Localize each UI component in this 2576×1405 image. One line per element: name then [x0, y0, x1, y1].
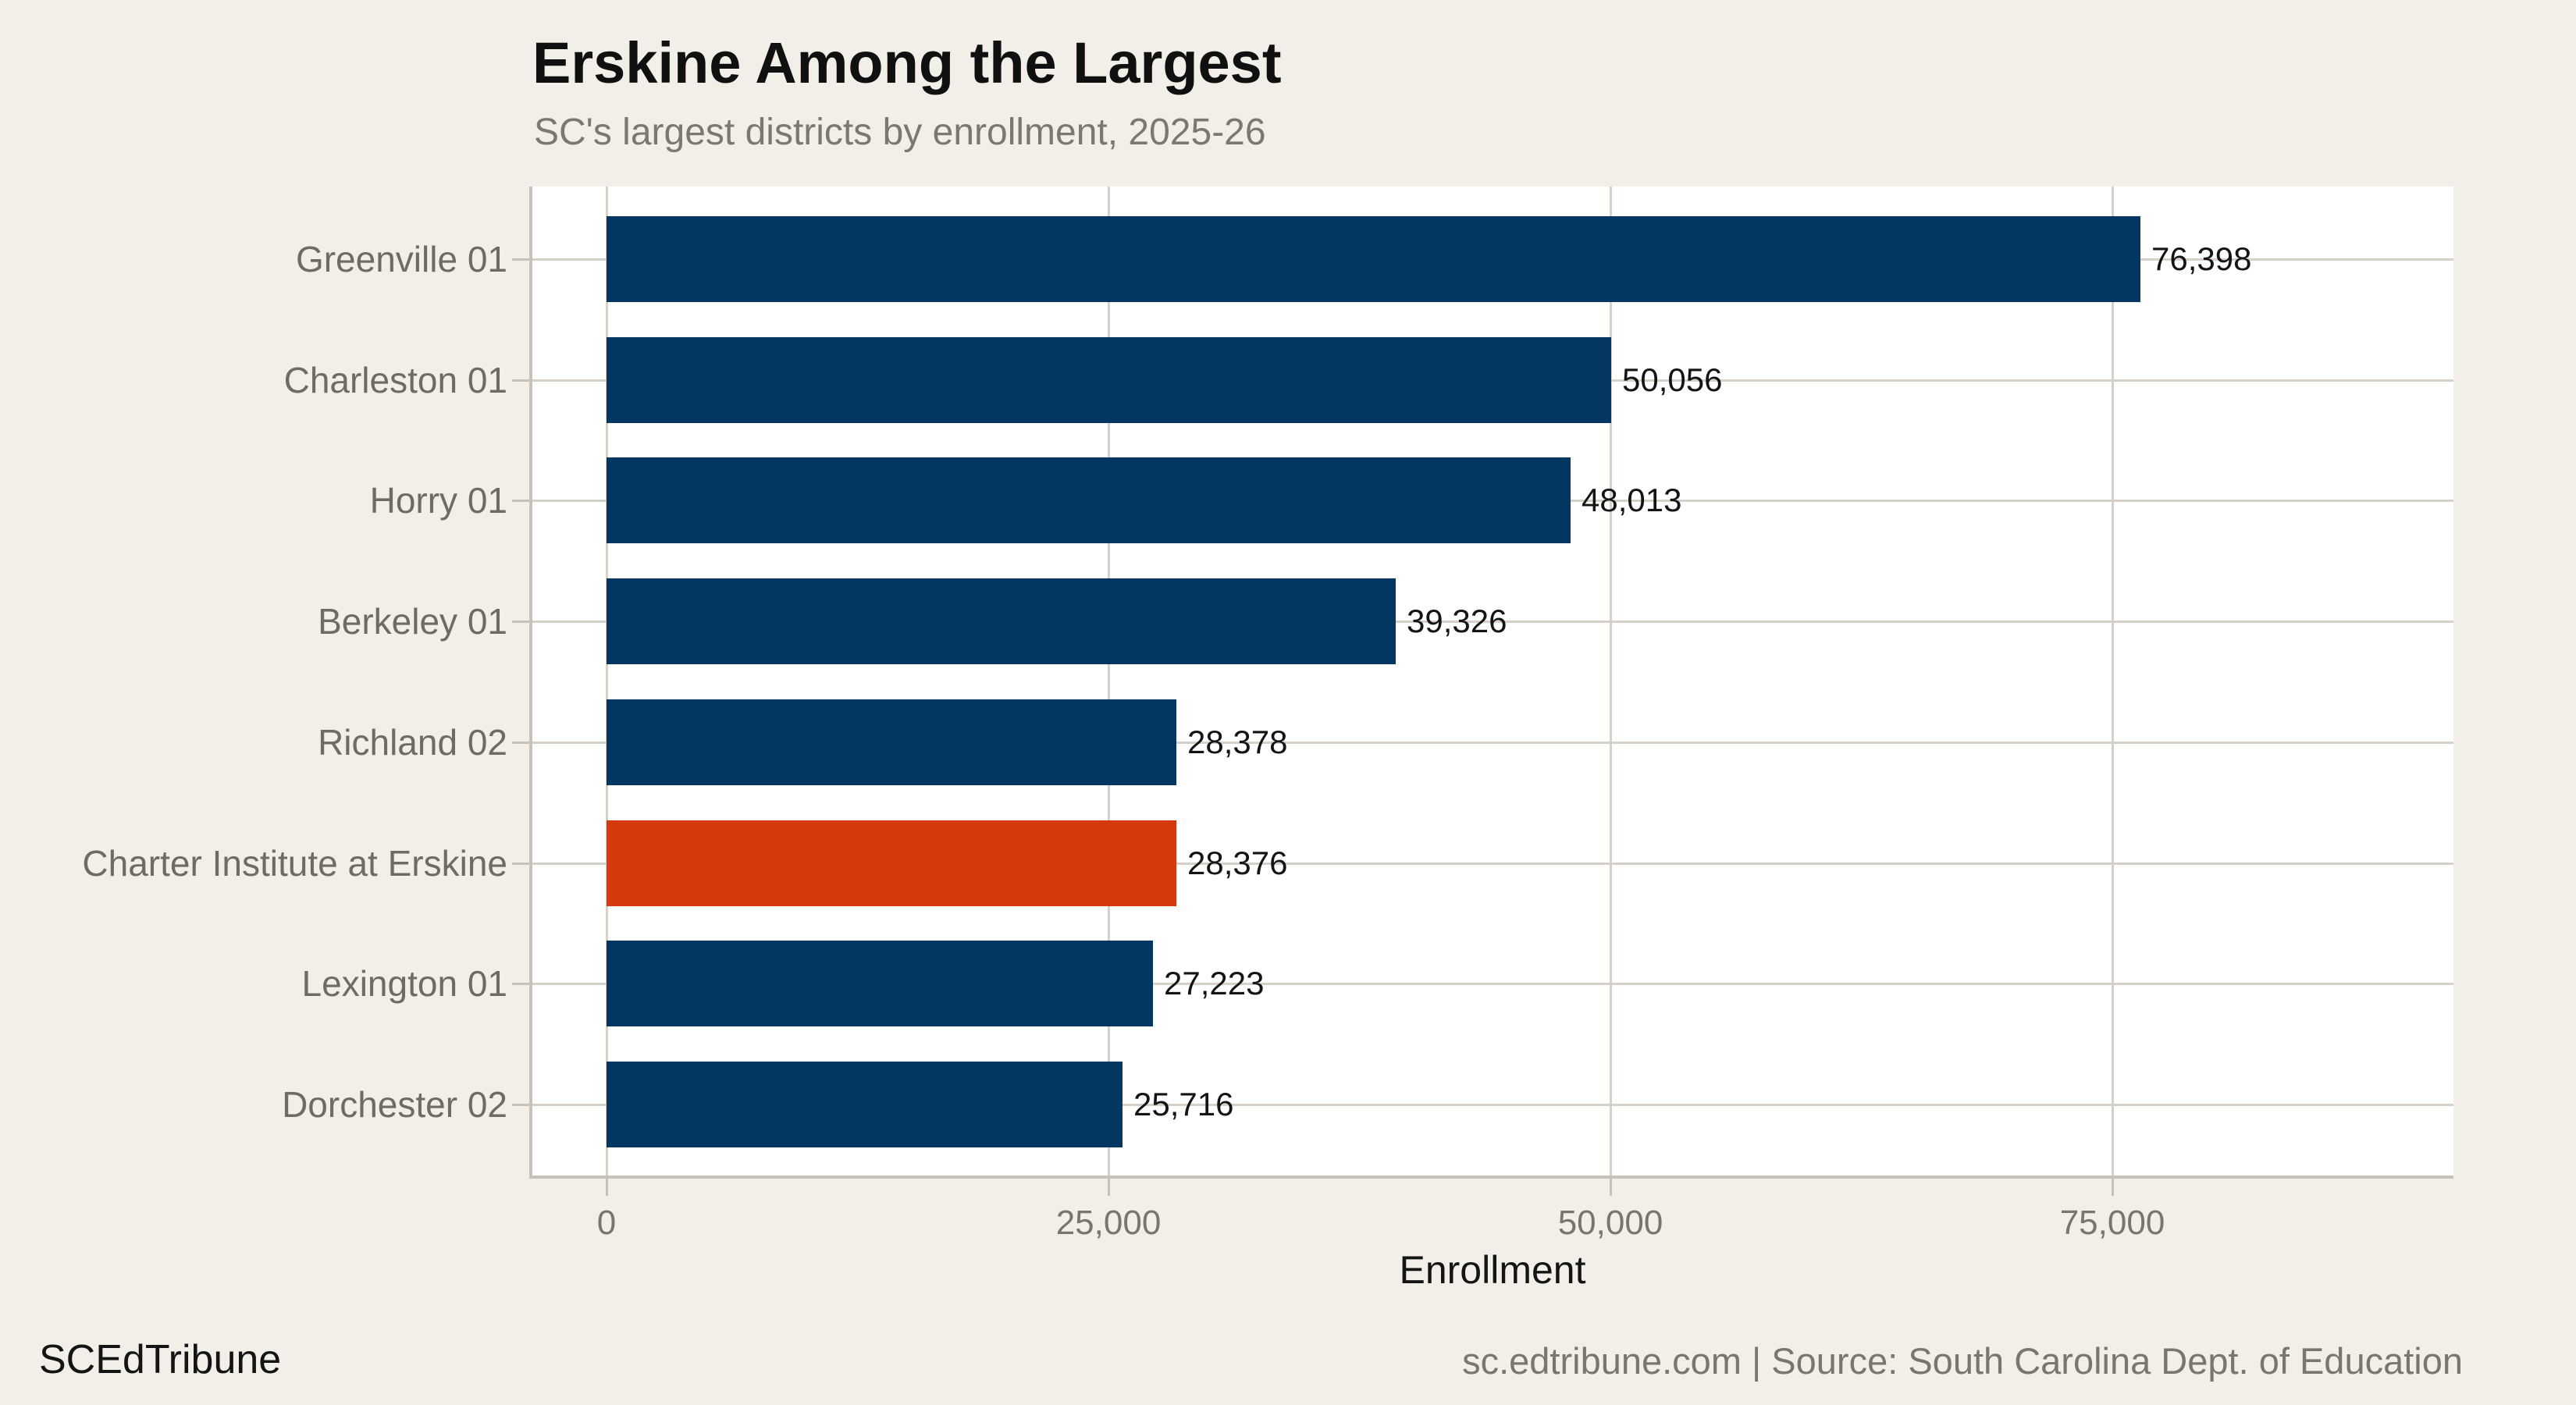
- plot-area: 76,398 50,056 48,013 39,326 28,378 28,376 27,2…: [529, 187, 2453, 1179]
- bar-berkeley-01: [607, 578, 1396, 665]
- row-gridline-dorchester-02: [531, 1104, 2453, 1107]
- x-axis-tick-75-000: [2112, 1177, 2114, 1196]
- y-axis-tick-horry-01: [512, 500, 531, 503]
- y-axis-tick-richland-02: [512, 741, 531, 744]
- value-label-horry-01: 48,013: [1582, 482, 1682, 519]
- x-axis-tick-50-000: [1610, 1177, 1612, 1196]
- value-label-berkeley-01: 39,326: [1407, 603, 1507, 640]
- x-axis-line: [529, 1176, 2453, 1179]
- bar-richland-02: [607, 699, 1176, 785]
- footer-brand: SCEdTribune: [39, 1337, 282, 1382]
- bar-charter-institute-at-erskine: [607, 820, 1176, 906]
- y-axis-tick-berkeley-01: [512, 621, 531, 624]
- category-label-charleston-01: Charleston 01: [283, 359, 507, 400]
- category-label-dorchester-02: Dorchester 02: [282, 1084, 507, 1126]
- row-gridline-lexington-01: [531, 983, 2453, 986]
- y-axis-tick-charter-institute-at-erskine: [512, 862, 531, 865]
- y-axis-tick-greenville-01: [512, 258, 531, 261]
- row-gridline-berkeley-01: [531, 621, 2453, 624]
- x-tick-label-25-000: 25,000: [1055, 1204, 1162, 1242]
- value-label-charter-institute-at-erskine: 28,376: [1187, 844, 1288, 881]
- bar-dorchester-02: [607, 1062, 1123, 1148]
- row-gridline-charter-institute-at-erskine: [531, 862, 2453, 865]
- vertical-gridline-25-000: [1108, 187, 1110, 1177]
- bar-charleston-01: [607, 336, 1611, 423]
- category-label-greenville-01: Greenville 01: [295, 238, 507, 279]
- y-axis-line: [529, 187, 532, 1177]
- category-label-charter-institute-at-erskine: Charter Institute at Erskine: [82, 842, 507, 884]
- category-label-lexington-01: Lexington 01: [301, 963, 507, 1005]
- x-axis-tick-25-000: [1108, 1177, 1110, 1196]
- x-axis-tick-0: [606, 1177, 608, 1196]
- value-label-richland-02: 28,378: [1187, 723, 1288, 760]
- bar-horry-01: [607, 457, 1571, 544]
- category-label-berkeley-01: Berkeley 01: [318, 601, 507, 642]
- vertical-gridline-0: [606, 187, 608, 1177]
- footer-source-credit: sc.edtribune.com | Source: South Carolin…: [1462, 1340, 2463, 1382]
- y-axis-tick-dorchester-02: [512, 1104, 531, 1107]
- value-label-charleston-01: 50,056: [1622, 361, 1723, 398]
- category-label-horry-01: Horry 01: [369, 480, 507, 521]
- x-axis-title: Enrollment: [1399, 1248, 1586, 1292]
- x-tick-label-0: 0: [596, 1204, 617, 1242]
- bar-lexington-01: [607, 941, 1153, 1027]
- value-label-dorchester-02: 25,716: [1133, 1086, 1234, 1123]
- value-label-greenville-01: 76,398: [2151, 240, 2252, 277]
- vertical-gridline-75-000: [2112, 187, 2114, 1177]
- bar-greenville-01: [607, 215, 2140, 302]
- category-label-richland-02: Richland 02: [318, 721, 507, 763]
- chart-title: Erskine Among the Largest: [532, 30, 1282, 95]
- y-axis-tick-lexington-01: [512, 983, 531, 986]
- x-tick-label-50-000: 50,000: [1557, 1204, 1663, 1242]
- chart-subtitle: SC's largest districts by enrollment, 20…: [534, 112, 1266, 153]
- x-tick-label-75-000: 75,000: [2059, 1204, 2165, 1242]
- vertical-gridline-50-000: [1610, 187, 1612, 1177]
- row-gridline-richland-02: [531, 741, 2453, 744]
- y-axis-tick-charleston-01: [512, 379, 531, 382]
- value-label-lexington-01: 27,223: [1164, 965, 1265, 1002]
